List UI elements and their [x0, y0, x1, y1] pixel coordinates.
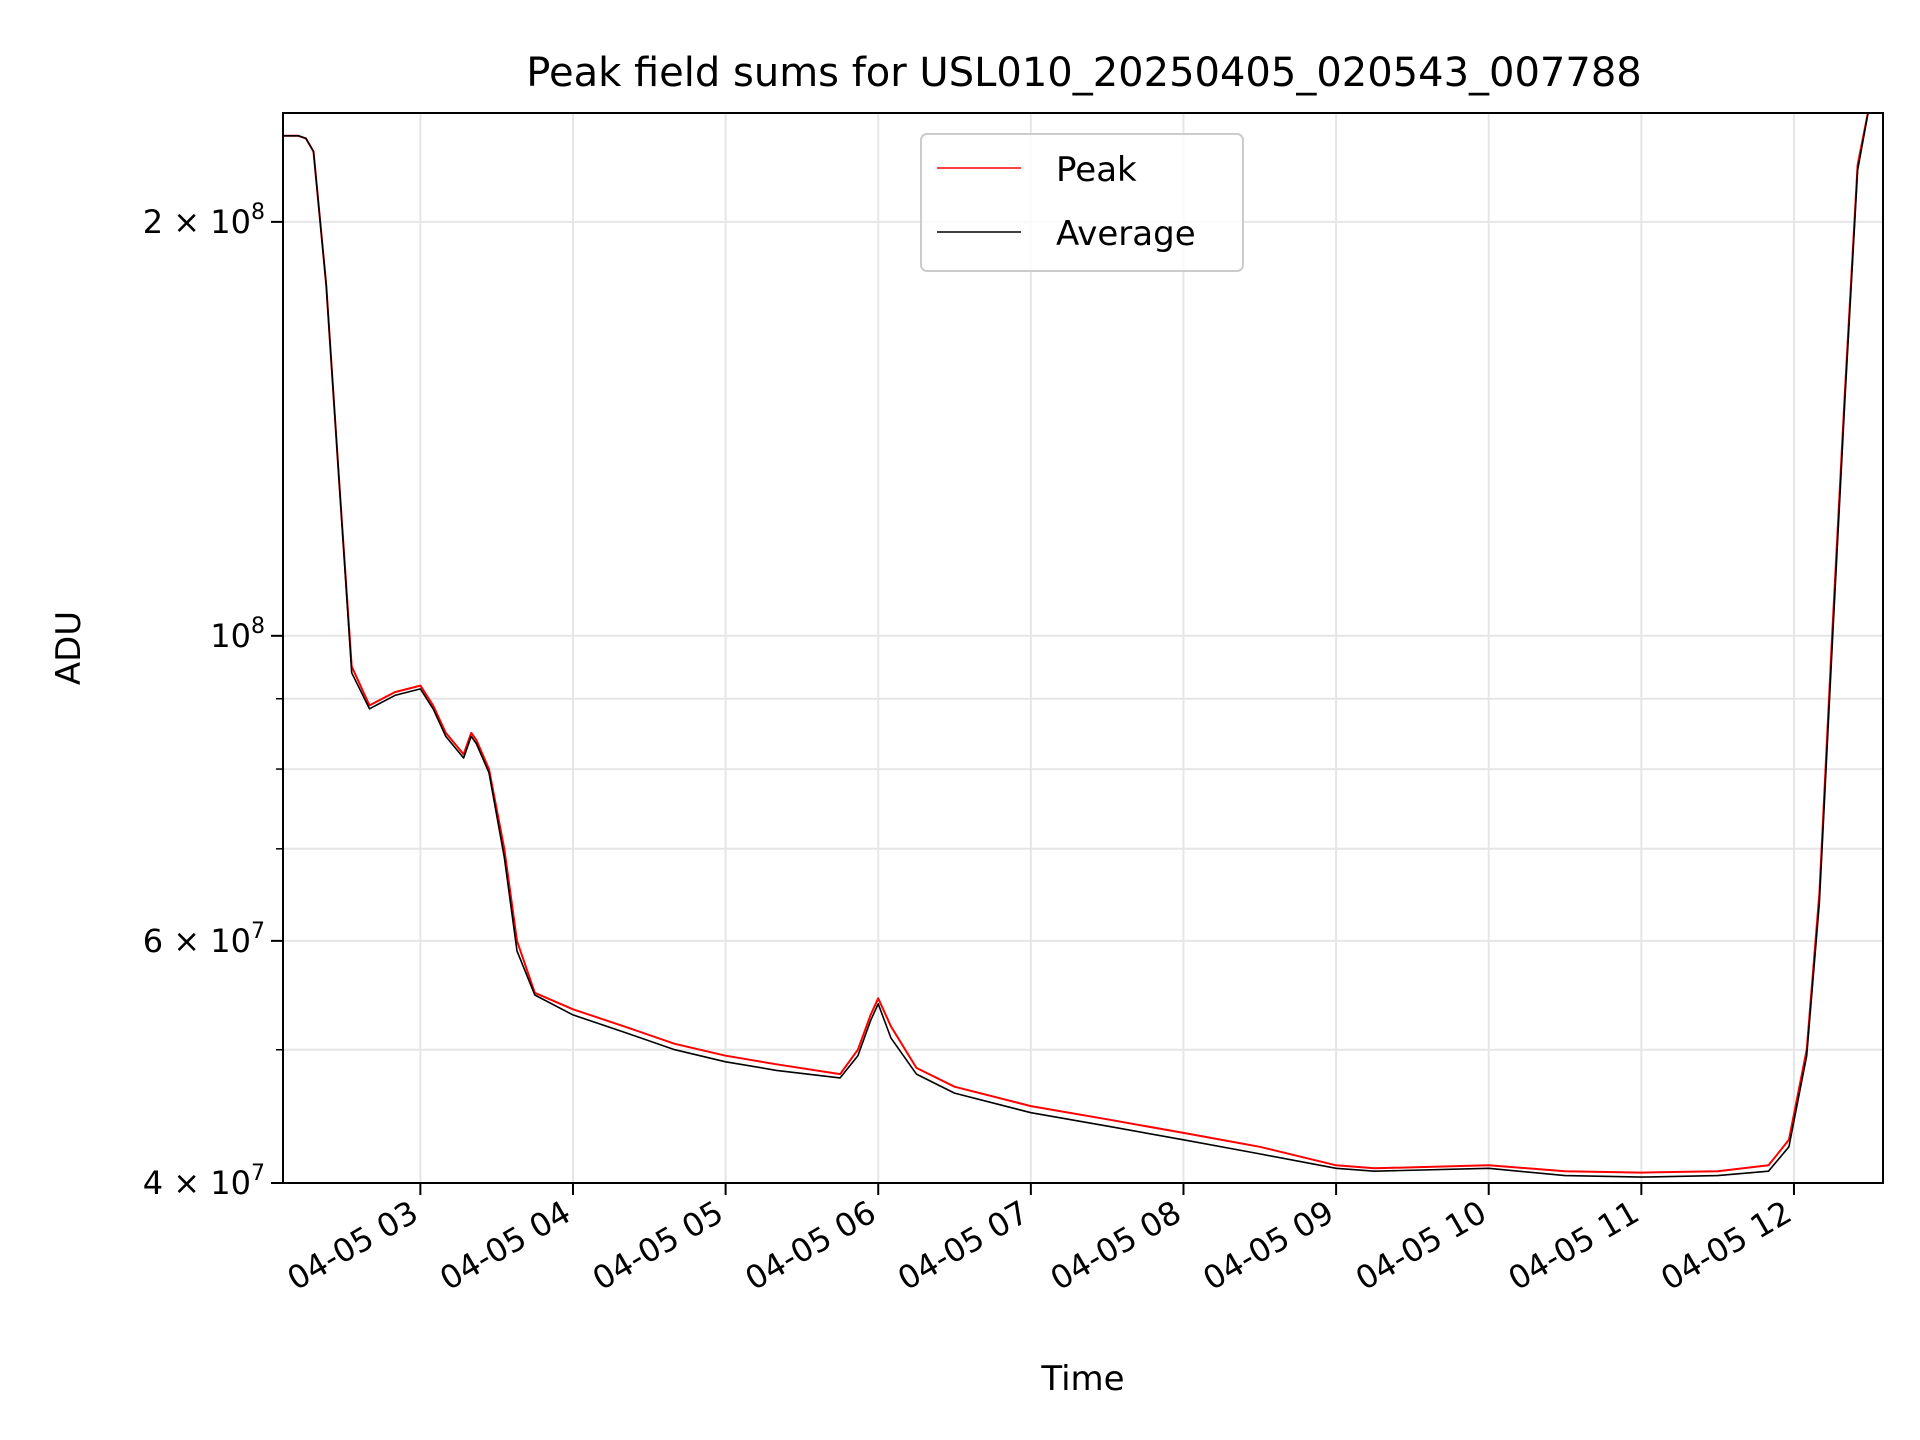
series-line-average	[283, 113, 1869, 1178]
legend-average-label: Average	[1056, 214, 1196, 254]
y-tick-label: 6 × 107	[143, 919, 265, 960]
x-axis-label: Time	[1040, 1359, 1124, 1399]
y-tick-label: 108	[210, 614, 265, 655]
y-tick-label: 2 × 108	[143, 200, 265, 241]
legend: Peak Average	[920, 133, 1244, 272]
y-tick-label: 4 × 107	[143, 1161, 265, 1202]
chart-title: Peak field sums for USL010_20250405_0205…	[526, 50, 1641, 96]
series-layer	[283, 113, 1869, 1178]
plot-frame	[282, 112, 1884, 1184]
series-line-peak	[283, 113, 1869, 1174]
legend-peak-label: Peak	[1056, 150, 1137, 190]
y-axis-label: ADU	[49, 611, 89, 685]
